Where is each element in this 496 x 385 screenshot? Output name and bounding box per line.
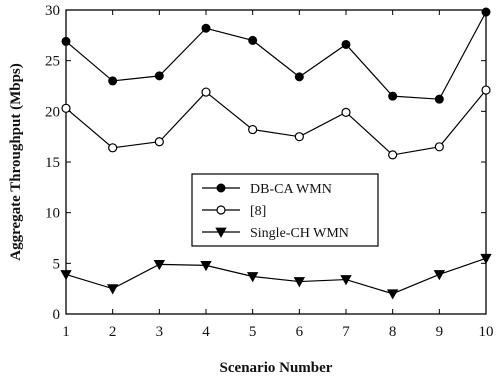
series-line: [65, 11, 487, 100]
data-point: [201, 23, 211, 33]
data-point: [154, 137, 164, 147]
y-tick-label: 25: [45, 54, 60, 70]
data-point: [108, 76, 118, 86]
legend-marker: [216, 183, 226, 193]
data-point: [201, 87, 211, 97]
x-tick-label: 9: [436, 324, 444, 340]
data-point: [108, 143, 118, 153]
x-tick-label: 5: [249, 324, 257, 340]
data-point: [388, 91, 398, 101]
data-point: [153, 259, 166, 271]
legend-label: DB-CA WMN: [250, 182, 332, 197]
legend: DB-CA WMN [8] Single-CH WMN: [191, 173, 379, 247]
data-point: [433, 270, 446, 281]
y-tick-label: 10: [45, 206, 60, 222]
y-tick-label: 0: [53, 307, 61, 323]
legend-item: Single-CH WMN: [202, 226, 349, 241]
data-point: [246, 272, 259, 283]
x-tick-label: 4: [202, 324, 210, 340]
data-point: [154, 71, 164, 81]
data-point: [341, 39, 351, 49]
data-point: [293, 277, 306, 288]
legend-marker: [216, 205, 226, 215]
legend-label: [8]: [250, 204, 266, 219]
data-point: [248, 124, 258, 135]
x-tick-label: 3: [156, 324, 164, 340]
data-point: [434, 142, 444, 152]
x-tick-label: 7: [342, 324, 350, 340]
plot-frame: [65, 9, 487, 315]
data-point: [481, 7, 491, 17]
data-point: [340, 275, 352, 286]
data-point: [294, 132, 304, 142]
data-point: [106, 284, 119, 295]
data-point: [200, 260, 212, 272]
series-layer: [60, 7, 492, 300]
axes: 0 5 10 15 20 25 30 1 2 3 4 5 6 7 8 9 10: [45, 3, 494, 340]
x-tick-label: 8: [389, 324, 397, 340]
legend-item: [8]: [202, 204, 266, 219]
data-point: [386, 289, 399, 300]
x-axis-label: Scenario Number: [220, 360, 333, 376]
data-point: [388, 150, 398, 160]
data-point: [481, 85, 491, 95]
x-tick-label: 1: [62, 324, 70, 340]
y-tick-label: 15: [45, 155, 60, 171]
data-point: [434, 94, 444, 104]
series-3: [60, 253, 492, 300]
data-point: [61, 103, 71, 113]
legend-item: DB-CA WMN: [202, 182, 332, 197]
y-axis-label: Aggregate Throughput (Mbps): [8, 63, 24, 261]
series-2: [61, 85, 491, 160]
series-line: [65, 257, 487, 295]
y-tick-label: 30: [45, 3, 60, 19]
data-point: [341, 107, 351, 117]
data-point: [61, 36, 71, 46]
x-tick-label: 2: [109, 324, 117, 340]
series-1: [61, 7, 491, 104]
y-tick-label: 5: [53, 256, 61, 272]
legend-marker: [215, 227, 227, 238]
data-point: [248, 35, 258, 45]
x-tick-label: 10: [479, 324, 494, 340]
data-point: [480, 253, 492, 265]
data-point: [294, 72, 304, 82]
legend-label: Single-CH WMN: [250, 226, 349, 241]
x-tick-label: 6: [296, 324, 304, 340]
data-point: [60, 270, 72, 281]
y-tick-label: 20: [45, 104, 60, 120]
series-line: [65, 89, 487, 156]
